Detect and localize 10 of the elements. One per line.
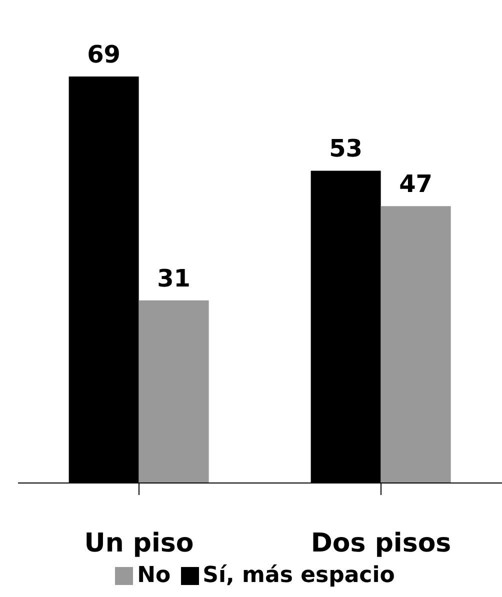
- data-label: 53: [329, 134, 363, 163]
- bar: [138, 300, 209, 483]
- data-label: 69: [87, 40, 121, 68]
- legend-label: No: [137, 563, 171, 588]
- x-tick-label: Dos pisos: [310, 528, 452, 558]
- data-label: 47: [399, 170, 433, 198]
- legend-label: Sí, más espacio: [202, 563, 395, 588]
- data-label: 31: [157, 264, 191, 292]
- x-tick-label: Un piso: [84, 528, 194, 558]
- bar: [380, 206, 451, 483]
